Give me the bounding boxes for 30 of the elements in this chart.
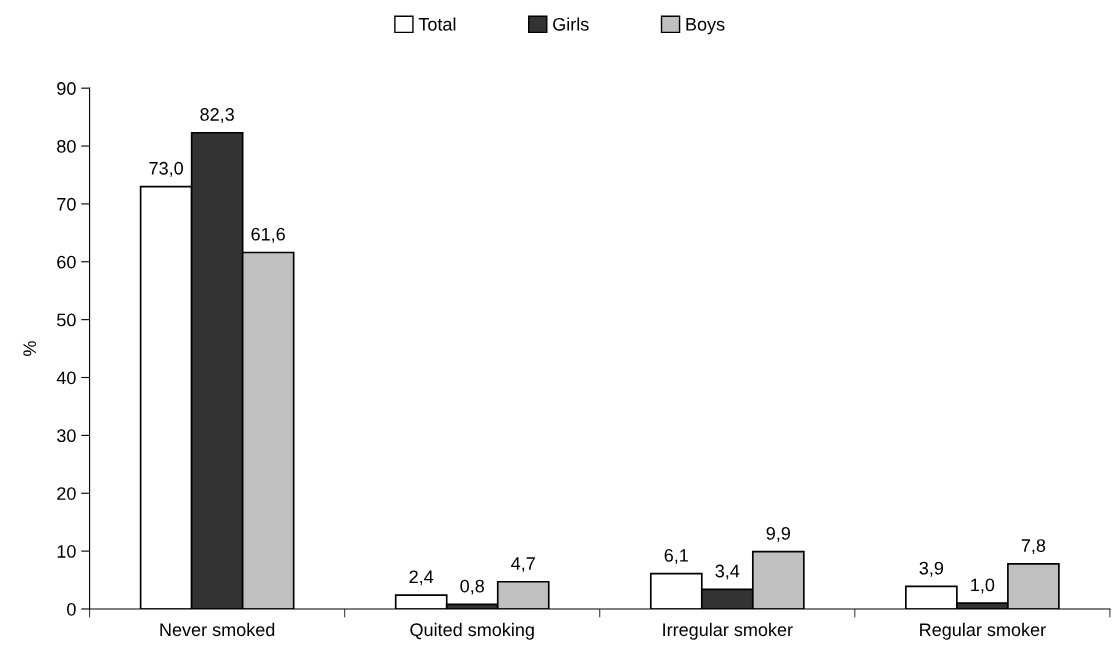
- data-label: 61,6: [251, 227, 285, 243]
- y-tick-label: 10: [57, 545, 76, 558]
- data-label: 0,8: [460, 579, 484, 595]
- x-tick-label: Quited smoking: [410, 622, 534, 640]
- data-label: 82,3: [200, 108, 234, 123]
- y-axis-title: %: [23, 341, 37, 356]
- legend-label: Boys: [686, 18, 725, 35]
- x-tick-label: Never smoked: [160, 622, 275, 637]
- data-label: 4,7: [511, 557, 535, 573]
- y-tick-label: 50: [57, 313, 76, 327]
- data-label: 73,0: [149, 161, 183, 177]
- y-tick-label: 30: [57, 429, 76, 443]
- data-label: 6,1: [664, 548, 688, 564]
- y-tick-label: 80: [57, 139, 76, 153]
- x-tick-label: Irregular smoker: [663, 622, 793, 640]
- data-label: 3,9: [919, 561, 944, 577]
- y-tick-label: 40: [56, 371, 76, 385]
- y-tick-label: 0: [67, 602, 76, 616]
- data-label: 2,4: [409, 570, 434, 586]
- data-label: 1,0: [971, 578, 995, 594]
- data-label: 3,4: [715, 564, 740, 580]
- y-tick-label: 20: [57, 487, 76, 500]
- y-tick-label: 70: [57, 197, 76, 211]
- x-tick-label: Regular smoker: [920, 622, 1046, 640]
- y-tick-label: 90: [57, 82, 76, 95]
- y-tick-label: 60: [57, 255, 76, 269]
- data-label: 9,9: [766, 527, 791, 542]
- legend-label: Total: [418, 17, 456, 31]
- legend-label: Girls: [553, 17, 589, 31]
- data-label: 7,8: [1021, 539, 1046, 555]
